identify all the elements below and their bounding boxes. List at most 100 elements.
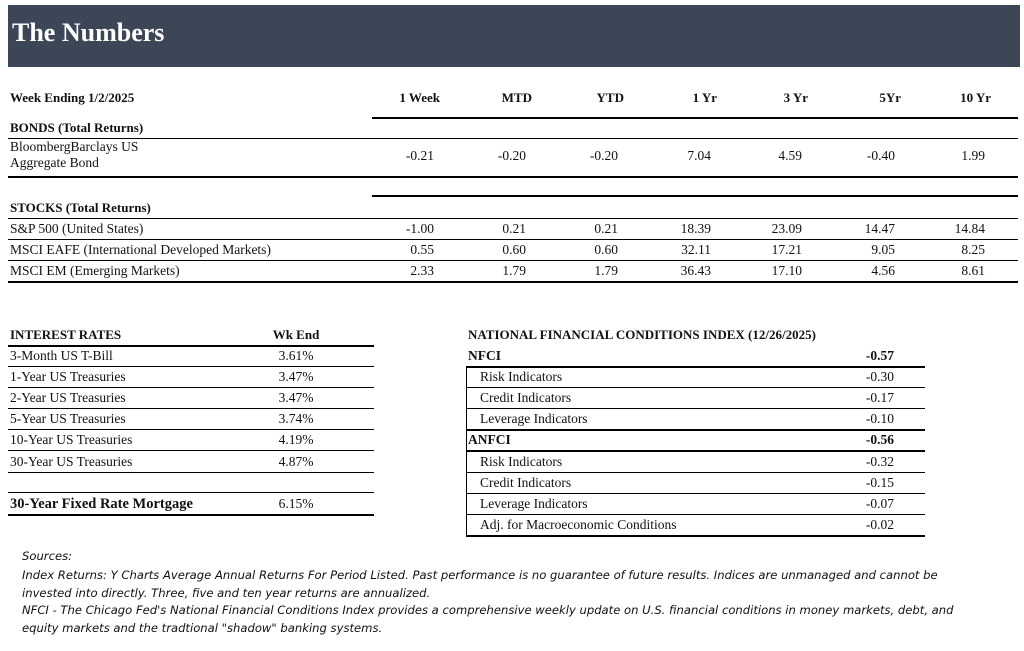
row-label: 3-Month US T-Bill bbox=[10, 348, 113, 363]
cell-value: -0.20 bbox=[497, 148, 526, 163]
group-label: NFCI bbox=[468, 348, 501, 363]
row-label: Leverage Indicators bbox=[480, 411, 588, 427]
cell-value: 0.60 bbox=[502, 242, 526, 257]
cell-value: 0.21 bbox=[594, 221, 618, 236]
cell-value: 3.47% bbox=[278, 390, 314, 406]
rule bbox=[8, 514, 374, 516]
rule bbox=[8, 281, 1018, 283]
column-header: Wk End bbox=[272, 327, 320, 342]
cell-value: -0.07 bbox=[865, 495, 894, 511]
period-label: Week Ending 1/2/2025 bbox=[10, 90, 135, 105]
cell-value: 3.74% bbox=[278, 411, 314, 427]
group-value: -0.56 bbox=[865, 432, 894, 448]
column-header: 5Yr bbox=[879, 90, 901, 105]
cell-value: 18.39 bbox=[680, 221, 711, 236]
row-label: 2-Year US Treasuries bbox=[10, 390, 126, 406]
row-label: 30-Year Fixed Rate Mortgage bbox=[10, 496, 193, 512]
cell-value: 4.87% bbox=[278, 453, 314, 469]
row-label: Risk Indicators bbox=[480, 453, 563, 469]
section-title: BONDS (Total Returns) bbox=[10, 120, 144, 135]
column-header: 10 Yr bbox=[960, 90, 991, 105]
rule bbox=[466, 535, 925, 537]
row-label: Risk Indicators bbox=[480, 369, 563, 385]
row-label: Credit Indicators bbox=[480, 474, 572, 490]
cell-value: 14.84 bbox=[954, 221, 985, 236]
row-label: MSCI EAFE (International Developed Marke… bbox=[10, 242, 271, 257]
table-title: INTEREST RATES bbox=[10, 327, 122, 342]
cell-value: 1.99 bbox=[961, 148, 985, 163]
rule bbox=[466, 366, 925, 368]
cell-value: 36.43 bbox=[680, 263, 711, 278]
group-value: -0.57 bbox=[865, 348, 894, 363]
cell-value: 6.15% bbox=[278, 496, 314, 511]
row-label: BloombergBarclays US Aggregate Bond bbox=[10, 139, 139, 170]
column-header: YTD bbox=[596, 90, 624, 105]
cell-value: -0.30 bbox=[865, 369, 894, 385]
rule bbox=[8, 450, 374, 451]
column-header: 1 Yr bbox=[692, 90, 717, 105]
rule bbox=[372, 117, 1018, 119]
row-label: 1-Year US Treasuries bbox=[10, 369, 126, 385]
cell-value: 32.11 bbox=[681, 242, 711, 257]
table-title: NATIONAL FINANCIAL CONDITIONS INDEX (12/… bbox=[468, 327, 816, 342]
header-bar bbox=[8, 5, 1020, 67]
cell-value: 17.10 bbox=[771, 263, 802, 278]
cell-value: 1.79 bbox=[594, 263, 618, 278]
cell-value: 4.59 bbox=[778, 148, 802, 163]
source-note: NFCI - The Chicago Fed's National Financ… bbox=[22, 603, 954, 617]
rule bbox=[8, 408, 374, 409]
cell-value: 9.05 bbox=[871, 242, 895, 257]
rule bbox=[466, 429, 925, 431]
rule bbox=[372, 195, 1018, 197]
column-header: MTD bbox=[501, 90, 532, 105]
row-label: MSCI EM (Emerging Markets) bbox=[10, 263, 180, 278]
source-note: invested into directly. Three, five and … bbox=[22, 585, 431, 600]
rule bbox=[466, 408, 925, 409]
rule bbox=[8, 492, 374, 493]
cell-value: -1.00 bbox=[405, 221, 434, 236]
rule bbox=[8, 239, 1018, 240]
rule bbox=[466, 493, 925, 494]
rule bbox=[8, 345, 374, 347]
rule bbox=[466, 387, 925, 388]
cell-value: -0.32 bbox=[865, 453, 894, 469]
cell-value: 17.21 bbox=[771, 242, 802, 257]
cell-value: 7.04 bbox=[687, 148, 711, 163]
cell-value: 0.21 bbox=[502, 221, 526, 236]
row-label: Adj. for Macroeconomic Conditions bbox=[480, 516, 677, 532]
rule bbox=[8, 218, 1018, 219]
source-note: equity markets and the tradtional "shado… bbox=[22, 620, 383, 635]
column-header: 1 Week bbox=[399, 90, 440, 105]
cell-value: -0.10 bbox=[865, 411, 894, 427]
cell-value: 8.61 bbox=[961, 263, 985, 278]
cell-value: -0.20 bbox=[589, 148, 618, 163]
rule bbox=[8, 138, 1018, 139]
row-label: 30-Year US Treasuries bbox=[10, 453, 133, 469]
cell-value: -0.15 bbox=[865, 474, 894, 490]
rule bbox=[8, 366, 374, 367]
cell-value: 14.47 bbox=[864, 221, 895, 236]
rule bbox=[466, 514, 925, 515]
cell-value: 4.19% bbox=[278, 432, 314, 448]
rule bbox=[8, 472, 374, 473]
section-title: STOCKS (Total Returns) bbox=[10, 200, 151, 215]
row-label: S&P 500 (United States) bbox=[10, 221, 144, 236]
rule bbox=[466, 450, 925, 452]
row-label: Leverage Indicators bbox=[480, 495, 588, 511]
row-label: Credit Indicators bbox=[480, 390, 572, 406]
source-note: Sources: bbox=[22, 549, 73, 563]
cell-value: 23.09 bbox=[771, 221, 802, 236]
rule bbox=[466, 472, 925, 473]
cell-value: 3.61% bbox=[278, 348, 314, 363]
cell-value: 2.33 bbox=[410, 263, 434, 278]
source-note: Index Returns: Y Charts Average Annual R… bbox=[22, 568, 938, 582]
rule bbox=[466, 366, 467, 535]
cell-value: -0.21 bbox=[405, 148, 434, 163]
page-title: The Numbers bbox=[12, 18, 165, 47]
cell-value: 0.55 bbox=[410, 242, 434, 257]
row-label: 5-Year US Treasuries bbox=[10, 411, 126, 427]
cell-value: 3.47% bbox=[278, 369, 314, 385]
cell-value: -0.17 bbox=[865, 390, 894, 406]
column-header: 3 Yr bbox=[783, 90, 808, 105]
